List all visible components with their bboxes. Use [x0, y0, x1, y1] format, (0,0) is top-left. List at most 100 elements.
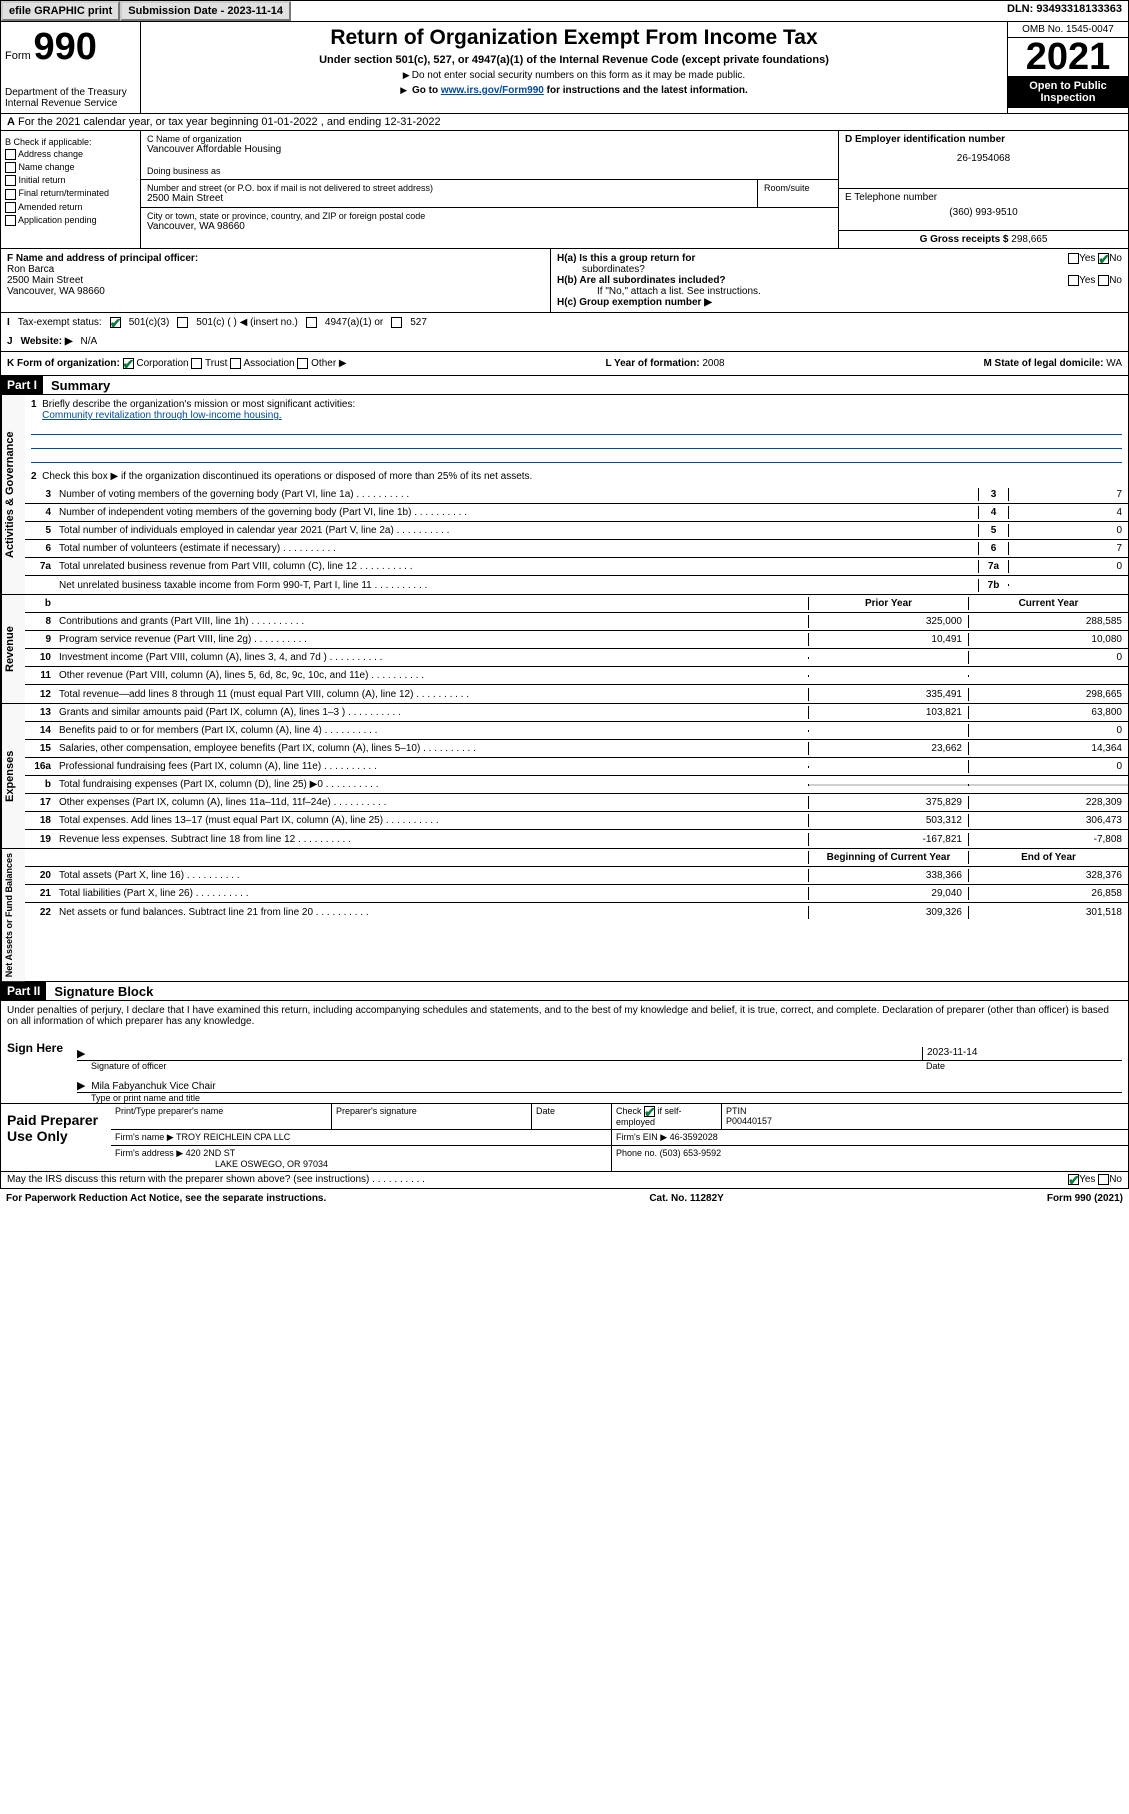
- row-desc: Benefits paid to or for members (Part IX…: [55, 724, 808, 737]
- vert-label-activities: Activities & Governance: [1, 395, 25, 594]
- row-desc: Total number of volunteers (estimate if …: [55, 542, 978, 555]
- curr-val: 0: [968, 724, 1128, 737]
- sign-here-row: Sign Here 2023-11-14 Signature of office…: [1, 1031, 1128, 1103]
- gross-receipts-box: G Gross receipts $ 298,665: [839, 231, 1128, 248]
- q1-text: Briefly describe the organization's miss…: [42, 399, 355, 410]
- hdr-end: End of Year: [968, 851, 1128, 864]
- curr-val: 301,518: [968, 906, 1128, 919]
- checkbox-icon[interactable]: [1068, 275, 1079, 286]
- fin-row: 19 Revenue less expenses. Subtract line …: [25, 830, 1128, 848]
- checkbox-icon[interactable]: [5, 149, 16, 160]
- submission-date-button[interactable]: Submission Date - 2023-11-14: [120, 1, 291, 21]
- row-val: 0: [1008, 560, 1128, 573]
- h-group-return: H(a) Is this a group return for Yes No s…: [551, 249, 1128, 312]
- row-klm: K Form of organization: Corporation Trus…: [0, 352, 1129, 376]
- prior-val: 103,821: [808, 706, 968, 719]
- row-f-h: F Name and address of principal officer:…: [0, 249, 1129, 313]
- ein-box: D Employer identification number 26-1954…: [839, 131, 1128, 189]
- dln-label: DLN: 93493318133363: [1001, 1, 1128, 21]
- prior-val: 29,040: [808, 887, 968, 900]
- netassets-section: Net Assets or Fund Balances Beginning of…: [0, 849, 1129, 982]
- row-desc: Other revenue (Part VIII, column (A), li…: [55, 669, 808, 682]
- j-website-label: Website: ▶: [21, 336, 73, 347]
- blank-line: [31, 449, 1122, 463]
- prep-name-hdr: Print/Type preparer's name: [111, 1104, 331, 1129]
- j-label: J: [7, 336, 13, 347]
- checkbox-icon[interactable]: [5, 189, 16, 200]
- org-name-box: C Name of organization Vancouver Afforda…: [141, 131, 838, 180]
- checkbox-icon[interactable]: [5, 162, 16, 173]
- activities-body: 1 Briefly describe the organization's mi…: [25, 395, 1128, 594]
- fin-row: 11 Other revenue (Part VIII, column (A),…: [25, 667, 1128, 685]
- revenue-body: b Prior Year Current Year 8 Contribution…: [25, 595, 1128, 703]
- mission-link[interactable]: Community revitalization through low-inc…: [42, 410, 282, 421]
- row-a-text: For the 2021 calendar year, or tax year …: [18, 116, 441, 128]
- checkbox-icon[interactable]: [1098, 275, 1109, 286]
- row-num: 13: [25, 706, 55, 719]
- q2-num: 2: [31, 471, 37, 482]
- checkbox-icon[interactable]: [1098, 253, 1109, 264]
- row-a-label: A: [7, 116, 15, 128]
- chk-final-return: Final return/terminated: [5, 188, 136, 199]
- summary-row: 7a Total unrelated business revenue from…: [25, 558, 1128, 576]
- signature-block: Under penalties of perjury, I declare th…: [0, 1001, 1129, 1172]
- curr-val: 26,858: [968, 887, 1128, 900]
- sign-here-label: Sign Here: [1, 1031, 71, 1103]
- row-desc: Professional fundraising fees (Part IX, …: [55, 760, 808, 773]
- hdr-curr: Current Year: [968, 597, 1128, 610]
- fin-row: 15 Salaries, other compensation, employe…: [25, 740, 1128, 758]
- col-b-checkboxes: B Check if applicable: Address change Na…: [1, 131, 141, 248]
- ein-value: 26-1954068: [845, 153, 1122, 164]
- summary-row: 6 Total number of volunteers (estimate i…: [25, 540, 1128, 558]
- dba-label: Doing business as: [147, 166, 832, 176]
- goto-post: for instructions and the latest informat…: [547, 85, 748, 96]
- top-toolbar: efile GRAPHIC print Submission Date - 20…: [0, 0, 1129, 22]
- summary-row: 5 Total number of individuals employed i…: [25, 522, 1128, 540]
- phone-value: (360) 993-9510: [845, 207, 1122, 218]
- row-desc: Number of independent voting members of …: [55, 506, 978, 519]
- chk-app-pending: Application pending: [5, 215, 136, 226]
- checkbox-icon[interactable]: [5, 175, 16, 186]
- sig-officer-label: Signature of officer: [77, 1061, 922, 1071]
- checkbox-icon[interactable]: [644, 1106, 655, 1117]
- form990-link[interactable]: www.irs.gov/Form990: [441, 85, 544, 96]
- sig-date: 2023-11-14: [922, 1047, 1122, 1060]
- section-bcd: B Check if applicable: Address change Na…: [0, 131, 1129, 249]
- prior-val: [808, 675, 968, 677]
- checkbox-icon[interactable]: [1068, 253, 1079, 264]
- checkbox-icon[interactable]: [110, 317, 121, 328]
- checkbox-icon[interactable]: [5, 215, 16, 226]
- ha-row: H(a) Is this a group return for Yes No s…: [557, 253, 1122, 275]
- checkbox-icon[interactable]: [123, 358, 134, 369]
- checkbox-icon[interactable]: [391, 317, 402, 328]
- checkbox-icon[interactable]: [297, 358, 308, 369]
- part1-title: Summary: [43, 378, 110, 393]
- fin-row: 21 Total liabilities (Part X, line 26) 2…: [25, 885, 1128, 903]
- curr-val: [968, 784, 1128, 786]
- checkbox-icon[interactable]: [306, 317, 317, 328]
- efile-print-button[interactable]: efile GRAPHIC print: [1, 1, 120, 21]
- row-box: 4: [978, 506, 1008, 519]
- prior-val: 10,491: [808, 633, 968, 646]
- checkbox-icon[interactable]: [1098, 1174, 1109, 1185]
- checkbox-icon[interactable]: [5, 202, 16, 213]
- firm-name-cell: Firm's name ▶ TROY REICHLEIN CPA LLC: [111, 1130, 611, 1145]
- addr-row: Number and street (or P.O. box if mail i…: [141, 180, 838, 208]
- q2-block: 2 Check this box ▶ if the organization d…: [25, 467, 1128, 486]
- row-desc: Revenue less expenses. Subtract line 18 …: [55, 833, 808, 846]
- curr-val: 306,473: [968, 814, 1128, 827]
- checkbox-icon[interactable]: [1068, 1174, 1079, 1185]
- tax-year: 2021: [1008, 38, 1128, 76]
- checkbox-icon[interactable]: [230, 358, 241, 369]
- curr-val: 14,364: [968, 742, 1128, 755]
- header-left: Form 990 Department of the Treasury Inte…: [1, 22, 141, 113]
- goto-pre: Go to: [412, 85, 441, 96]
- irs-label: Internal Revenue Service: [5, 98, 136, 109]
- ein-label: D Employer identification number: [845, 134, 1122, 145]
- header-center: Return of Organization Exempt From Incom…: [141, 22, 1008, 113]
- m-state: M State of legal domicile: WA: [983, 358, 1122, 369]
- form-number: 990: [33, 26, 96, 68]
- checkbox-icon[interactable]: [191, 358, 202, 369]
- checkbox-icon[interactable]: [177, 317, 188, 328]
- row-num: 3: [25, 488, 55, 501]
